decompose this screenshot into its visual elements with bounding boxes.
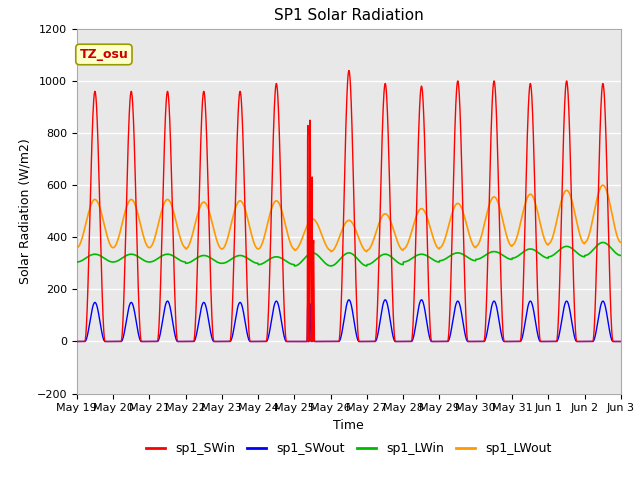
- Legend: sp1_SWin, sp1_SWout, sp1_LWin, sp1_LWout: sp1_SWin, sp1_SWout, sp1_LWin, sp1_LWout: [141, 437, 556, 460]
- Y-axis label: Solar Radiation (W/m2): Solar Radiation (W/m2): [18, 138, 31, 284]
- X-axis label: Time: Time: [333, 419, 364, 432]
- Title: SP1 Solar Radiation: SP1 Solar Radiation: [274, 9, 424, 24]
- Text: TZ_osu: TZ_osu: [79, 48, 128, 61]
